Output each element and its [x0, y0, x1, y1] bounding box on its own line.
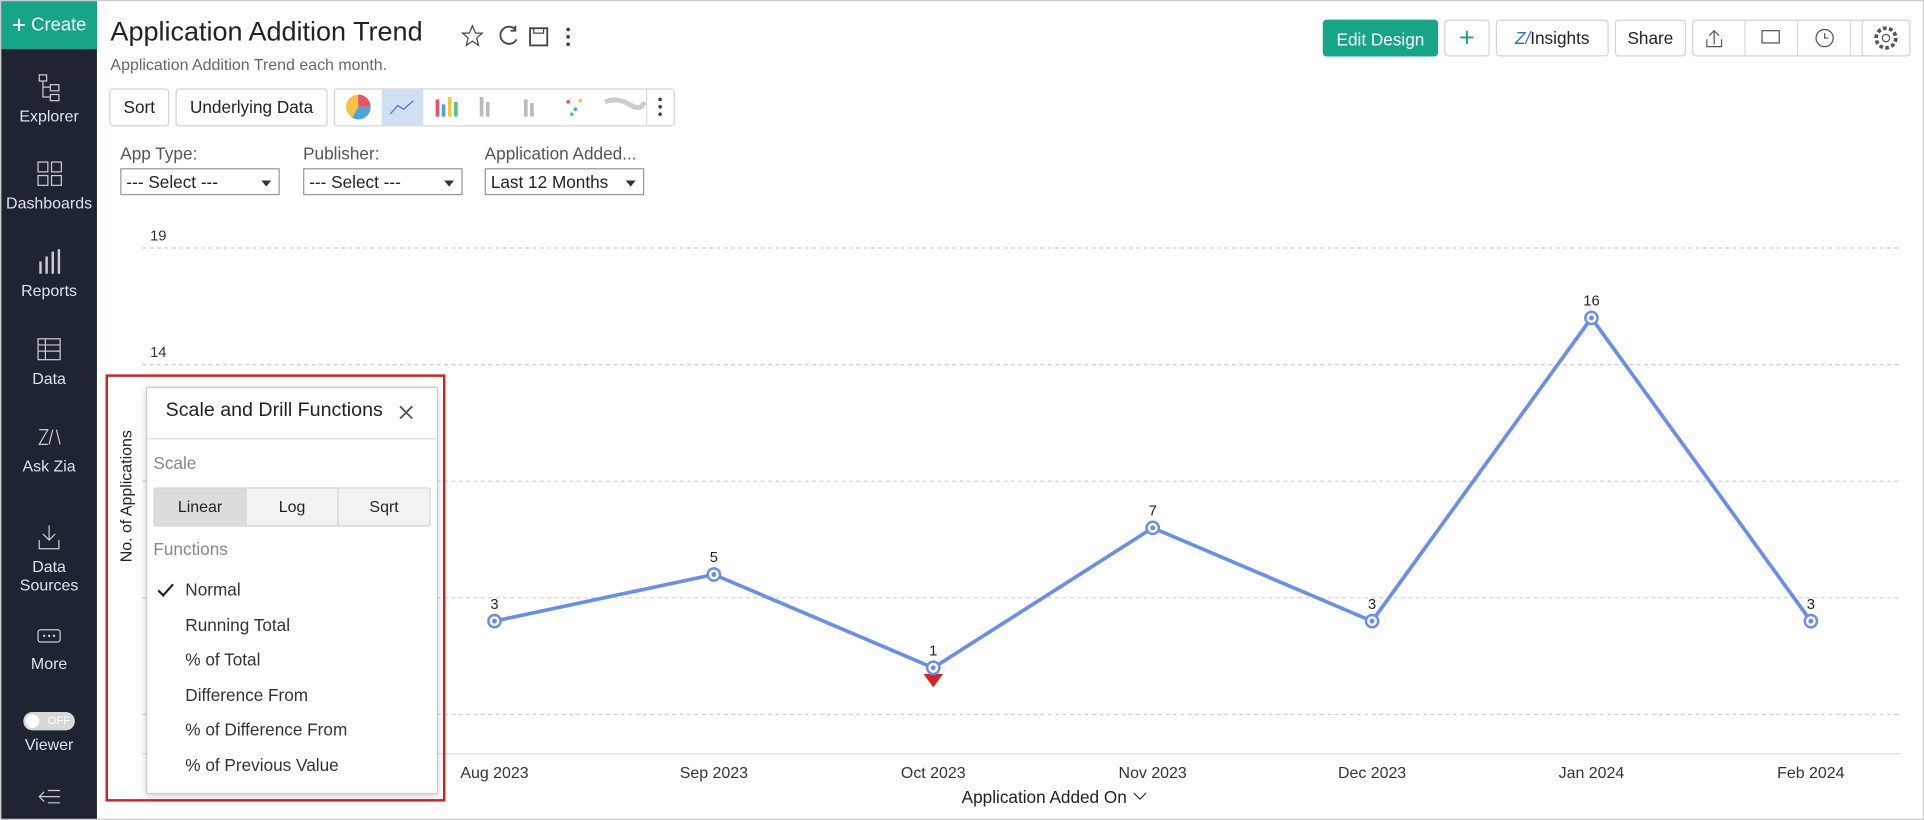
nav-label: Data	[32, 369, 66, 388]
scale-popup: Scale and Drill Functions Scale Linear L…	[146, 386, 439, 795]
point-dot	[1369, 618, 1375, 624]
point-dot	[930, 665, 936, 671]
nav-label: Reports	[21, 281, 78, 300]
filter-select[interactable]: --- Select ---	[120, 168, 280, 196]
highlight-box	[105, 374, 446, 802]
point-dot	[492, 618, 497, 624]
nav-explorer[interactable]: Explorer	[1, 72, 97, 125]
sort-button[interactable]: Sort	[109, 88, 170, 127]
title-icons[interactable]	[458, 23, 581, 50]
value-label: 5	[710, 550, 718, 566]
nav-viewer[interactable]: OFF Viewer	[1, 711, 97, 754]
axis-chevron	[1133, 792, 1147, 800]
filter-select[interactable]: Last 12 Months	[484, 168, 645, 196]
underlying-data-button[interactable]: Underlying Data	[175, 88, 328, 127]
settings-button[interactable]	[1861, 19, 1911, 57]
report-title: Application Addition Trend	[110, 15, 423, 47]
nav-label: Explorer	[19, 106, 79, 126]
filter-label: App Type:	[120, 143, 198, 164]
sidebar: + Create Explorer Dashboards Reports Dat…	[1, 1, 97, 819]
nav-label: Data Sources	[19, 557, 79, 595]
y-tick-label: 19	[150, 229, 166, 245]
section-label: Scale	[153, 452, 197, 473]
filter-select[interactable]: --- Select ---	[303, 168, 463, 196]
popup-title: Scale and Drill Functions	[165, 400, 383, 422]
check-icon	[157, 583, 174, 597]
y-tick-label: 14	[150, 345, 166, 361]
edit-design-button[interactable]: Edit Design	[1322, 19, 1439, 57]
close-icon[interactable]	[399, 405, 414, 420]
y-axis-title: No. of Applications	[118, 430, 135, 562]
nav-label: Ask Zia	[22, 456, 76, 476]
create-button[interactable]: + Create	[1, 1, 97, 50]
add-button[interactable]: +	[1444, 19, 1490, 57]
nav-data[interactable]: Data	[1, 335, 97, 388]
insights-label: Insights	[1530, 28, 1590, 48]
function-option[interactable]: % of Difference From	[185, 719, 348, 739]
collapse-icon[interactable]	[38, 787, 63, 807]
section-label: Functions	[153, 538, 228, 559]
insights-button[interactable]: Z/Insights	[1495, 19, 1609, 57]
filter-label: Application Added...	[484, 143, 637, 164]
nav-data-sources[interactable]: Data Sources	[1, 523, 97, 594]
x-tick-label: Sep 2023	[680, 765, 748, 782]
min-indicator	[923, 673, 944, 688]
create-label: Create	[31, 14, 87, 36]
nav-ask-zia[interactable]: Ask Zia	[1, 422, 97, 475]
point-dot	[711, 572, 717, 577]
x-axis-title: Application Added On	[962, 787, 1127, 807]
scale-linear[interactable]: Linear	[153, 487, 247, 527]
point-dot	[1589, 315, 1594, 321]
x-tick-label: Aug 2023	[460, 765, 528, 782]
point-dot	[1150, 525, 1156, 531]
series-line	[494, 314, 1813, 670]
function-option[interactable]: Difference From	[185, 684, 309, 705]
x-tick-label: Nov 2023	[1119, 765, 1187, 782]
x-tick-label: Dec 2023	[1338, 765, 1406, 782]
function-option[interactable]: Normal	[185, 579, 241, 600]
x-tick-label: Jan 2024	[1559, 765, 1625, 782]
toggle-label: OFF	[47, 714, 70, 727]
scale-sqrt[interactable]: Sqrt	[337, 487, 431, 527]
chart-type-bar[interactable]	[333, 88, 675, 127]
share-button[interactable]: Share	[1614, 19, 1686, 57]
value-label: 3	[1807, 597, 1815, 613]
nav-label: More	[30, 654, 68, 673]
value-label: 16	[1583, 294, 1599, 310]
function-option[interactable]: % of Previous Value	[185, 754, 339, 775]
point-dot	[1808, 618, 1814, 624]
nav-reports[interactable]: Reports	[1, 247, 97, 300]
value-label: 3	[1368, 597, 1376, 613]
filter-label: Publisher:	[303, 143, 380, 164]
nav-dashboards[interactable]: Dashboards	[1, 160, 97, 213]
value-label: 7	[1149, 504, 1157, 520]
value-label: 1	[929, 644, 937, 660]
x-tick-label: Oct 2023	[901, 765, 966, 782]
nav-label: Dashboards	[6, 193, 93, 213]
report-subtitle: Application Addition Trend each month.	[110, 55, 388, 74]
scale-log[interactable]: Log	[245, 487, 339, 527]
value-label: 3	[490, 597, 498, 613]
function-option[interactable]: % of Total	[185, 649, 261, 670]
function-option[interactable]: Running Total	[185, 614, 291, 635]
nav-label: Viewer	[24, 735, 74, 754]
nav-more[interactable]: More	[1, 625, 97, 673]
divider	[147, 438, 437, 440]
x-tick-label: Feb 2024	[1777, 765, 1844, 782]
